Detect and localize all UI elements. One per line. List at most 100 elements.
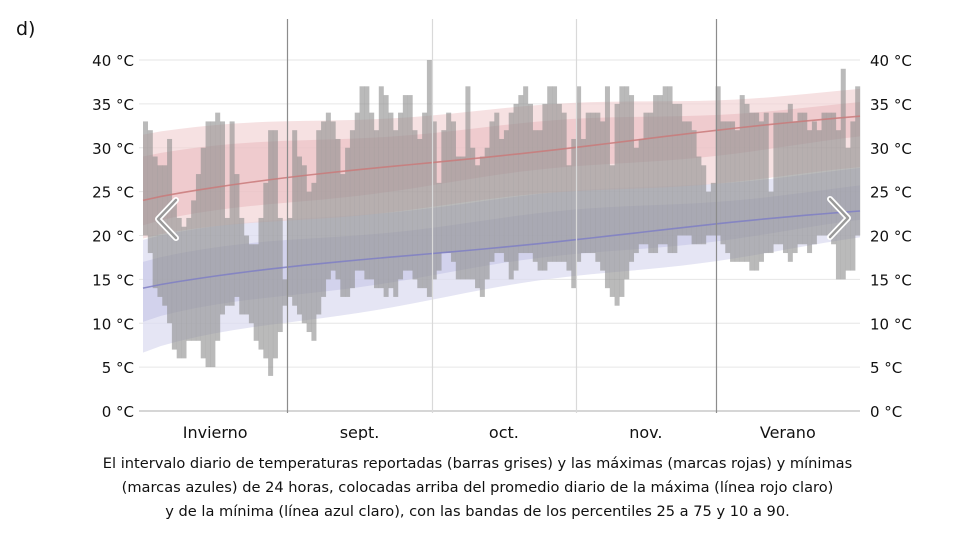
daily-range-bar <box>556 103 562 262</box>
daily-range-bar <box>195 174 201 341</box>
daily-range-bar <box>460 156 466 280</box>
daily-range-bar <box>330 121 336 271</box>
daily-range-bar <box>503 130 509 262</box>
daily-range-bar <box>773 112 779 245</box>
daily-range-bar <box>648 112 654 254</box>
daily-range-bar <box>715 86 721 236</box>
daily-range-bar <box>268 130 274 376</box>
daily-range-bar <box>850 121 856 271</box>
x-section-label: Invierno <box>183 423 248 440</box>
daily-range-bar <box>393 130 399 297</box>
y-tick-label-left: 5 °C <box>102 359 134 377</box>
y-tick-label-right: 15 °C <box>870 271 912 289</box>
daily-range-bar <box>412 130 418 280</box>
daily-range-bar <box>450 121 456 262</box>
y-tick-label-left: 25 °C <box>92 184 134 202</box>
avg-max-line <box>142 115 861 202</box>
daily-range-bar <box>831 112 837 245</box>
y-tick-label-left: 0 °C <box>102 403 134 421</box>
daily-range-bar <box>426 60 432 297</box>
daily-range-bar <box>552 86 558 262</box>
caption-line: y de la mínima (línea azul claro), con l… <box>165 503 790 520</box>
daily-range-bar <box>258 217 264 350</box>
daily-range-bar <box>277 217 283 333</box>
daily-range-bar <box>272 130 278 359</box>
y-tick-label-left: 35 °C <box>92 96 134 114</box>
daily-range-bar <box>431 121 437 280</box>
daily-range-bar <box>547 86 553 262</box>
y-tick-label-right: 30 °C <box>870 140 912 158</box>
daily-range-bar <box>855 86 861 236</box>
daily-range-bar <box>518 95 524 254</box>
daily-range-bar <box>455 156 461 280</box>
daily-range-bar <box>595 112 601 262</box>
daily-range-bar <box>349 130 355 289</box>
daily-range-bar <box>296 156 302 315</box>
daily-range-bar <box>826 112 832 236</box>
daily-range-bar <box>633 147 639 254</box>
daily-range-bar <box>210 121 216 368</box>
daily-range-bar <box>778 112 784 245</box>
daily-range-bar <box>176 217 182 359</box>
daily-range-bar <box>248 244 254 324</box>
daily-range-bar <box>580 138 586 254</box>
daily-range-bar <box>215 112 221 341</box>
daily-range-bar <box>253 244 259 341</box>
next-button[interactable] <box>827 196 851 240</box>
daily-range-bar <box>263 182 269 359</box>
daily-range-bar <box>821 112 827 236</box>
daily-range-bar <box>807 130 813 254</box>
section-dividers <box>286 19 718 413</box>
daily-range-bar <box>629 95 635 262</box>
daily-range-bar <box>224 217 230 306</box>
daily-range-bar <box>816 130 822 236</box>
daily-range-bar <box>234 174 240 297</box>
x-section-label: Verano <box>760 423 816 440</box>
daily-range-bar <box>840 68 846 280</box>
daily-range-bar <box>576 86 582 262</box>
daily-range-bar <box>484 147 490 280</box>
y-axis-right: 40 °C 35 °C 30 °C 25 °C 20 °C 15 °C 10 °C 5 °C 0… <box>870 52 912 421</box>
daily-range-bar <box>171 200 177 350</box>
caption-line: (marcas azules) de 24 horas, colocadas a… <box>121 479 834 496</box>
daily-range-bar <box>345 147 351 297</box>
daily-range-bar <box>802 112 808 245</box>
prev-button[interactable] <box>155 197 179 241</box>
daily-range-bar <box>701 165 707 245</box>
daily-range-bar <box>244 235 250 315</box>
daily-range-bar <box>157 165 163 297</box>
daily-range-bar <box>475 165 481 289</box>
daily-range-bar <box>499 138 505 254</box>
daily-range-bar <box>691 130 697 245</box>
y-tick-label-right: 20 °C <box>870 228 912 246</box>
daily-range-bar <box>489 121 495 262</box>
daily-range-bar <box>730 121 736 262</box>
daily-range-bar <box>739 95 745 262</box>
temperature-chart: 40 °C 35 °C 30 °C 25 °C 20 °C 15 °C 10 °C 5 °C 0… <box>92 19 912 440</box>
daily-range-bar <box>191 200 197 341</box>
daily-range-bar <box>527 103 533 254</box>
chart-caption: El intervalo diario de temperaturas repo… <box>60 452 895 524</box>
daily-range-bar <box>532 130 538 262</box>
daily-range-bar <box>720 121 726 245</box>
daily-range-bar <box>205 121 211 368</box>
y-tick-label-left: 20 °C <box>92 228 134 246</box>
daily-range-bar <box>143 121 149 236</box>
daily-range-bar <box>590 112 596 254</box>
daily-range-bar <box>282 279 288 306</box>
daily-range-bar <box>239 217 245 315</box>
daily-range-bar <box>619 86 625 297</box>
daily-range-bar <box>479 156 485 297</box>
average-lines <box>142 115 861 289</box>
daily-range-bar <box>667 86 673 254</box>
daily-range-bar <box>792 121 798 254</box>
daily-range-bar <box>638 138 644 245</box>
daily-range-bar <box>311 182 317 341</box>
daily-range-bar <box>681 121 687 236</box>
daily-range-bar <box>200 147 206 359</box>
daily-range-bar <box>624 86 630 280</box>
chevron-left-icon-stroke <box>156 198 178 240</box>
daily-range-bar <box>321 121 327 297</box>
daily-range-bar <box>369 112 375 280</box>
daily-range-bar <box>523 86 529 254</box>
